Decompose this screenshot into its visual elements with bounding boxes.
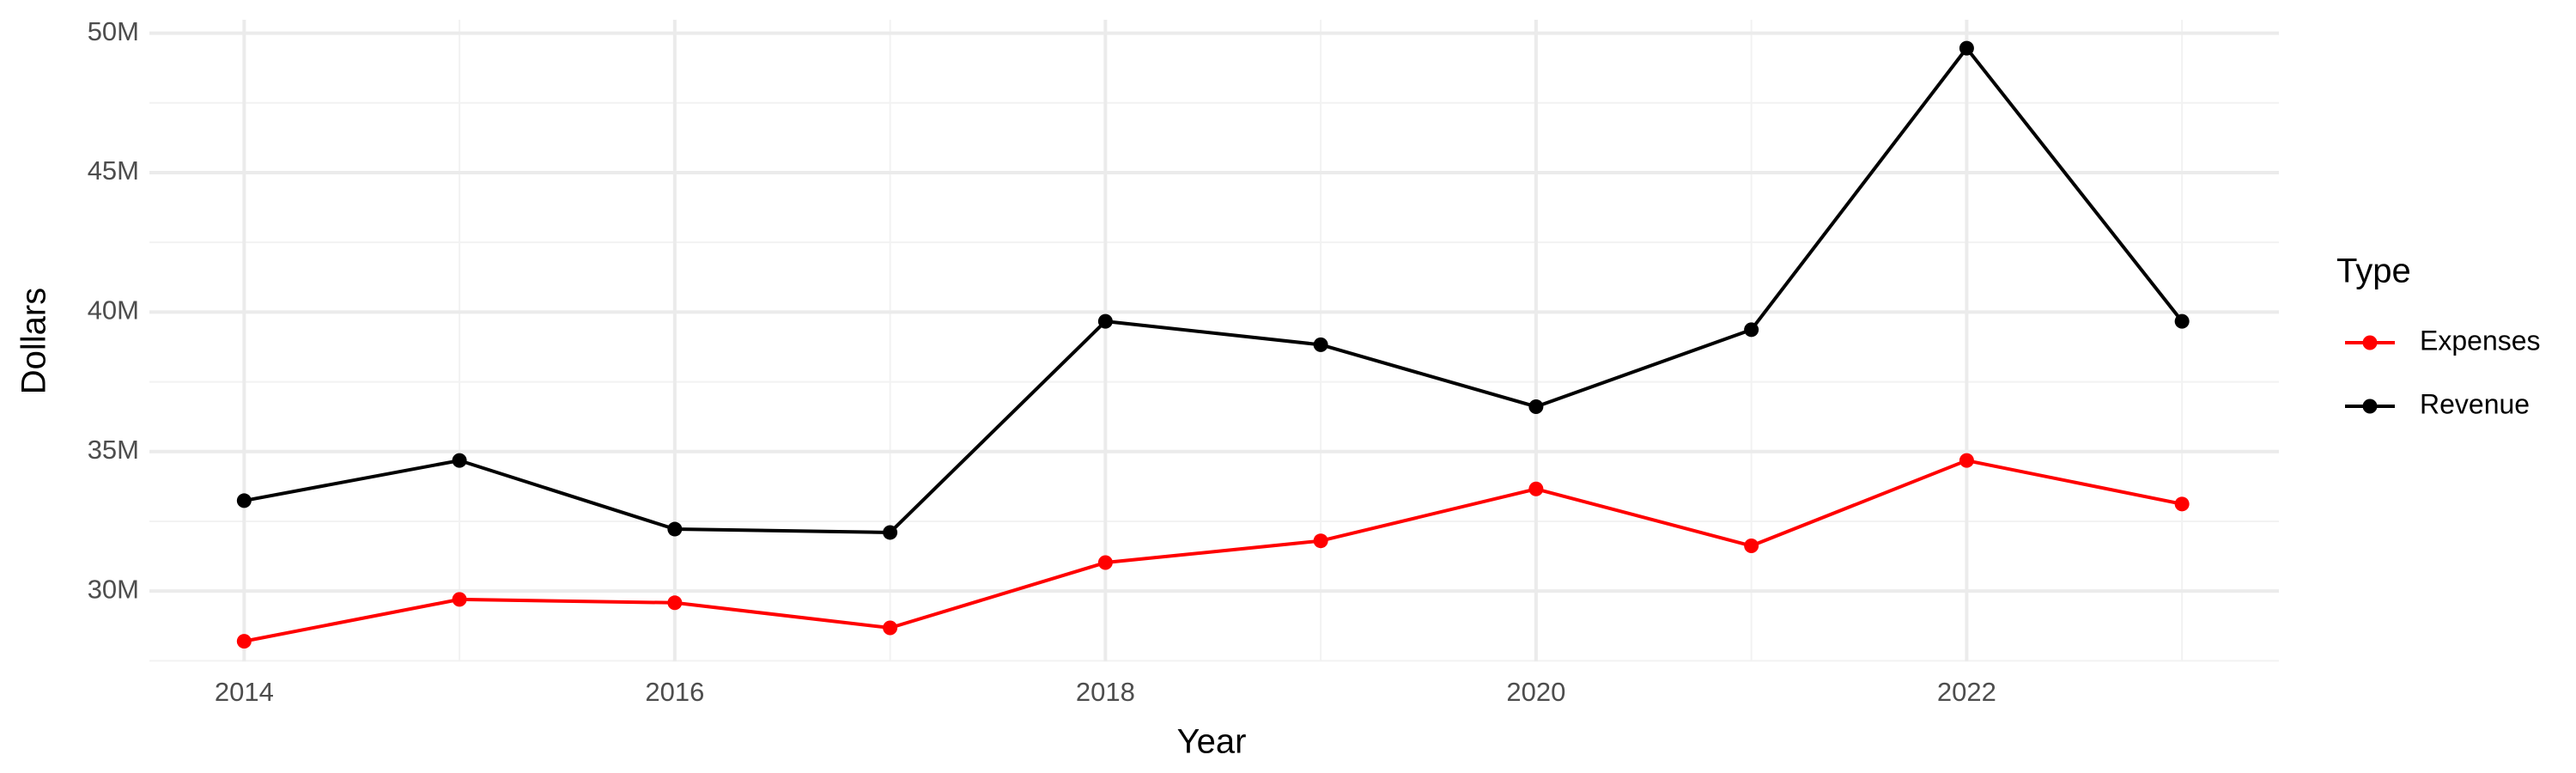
x-axis-title: Year xyxy=(1177,723,1247,761)
x-tick-label: 2014 xyxy=(215,677,274,707)
y-tick-label: 40M xyxy=(88,295,139,326)
x-tick-label: 2020 xyxy=(1506,677,1565,707)
legend-title: Type xyxy=(2336,253,2411,290)
data-point xyxy=(1097,555,1113,570)
legend-label: Expenses xyxy=(2420,325,2541,356)
data-point xyxy=(1959,40,1974,56)
data-point xyxy=(1313,337,1328,352)
data-point xyxy=(883,620,898,636)
data-point xyxy=(1097,313,1113,329)
series-line xyxy=(243,45,2184,534)
x-tick-label: 2022 xyxy=(1937,677,1996,707)
data-point xyxy=(667,521,683,537)
y-tick-label: 45M xyxy=(88,155,139,186)
data-point xyxy=(1528,481,1544,496)
data-point xyxy=(1528,399,1544,414)
data-point xyxy=(667,595,683,611)
series-line xyxy=(243,459,2183,643)
data-point xyxy=(2174,313,2190,329)
legend-point xyxy=(2362,335,2378,350)
y-axis-title: Dollars xyxy=(15,288,53,394)
data-point xyxy=(883,525,898,540)
x-tick-label: 2018 xyxy=(1076,677,1135,707)
y-tick-label: 50M xyxy=(88,16,139,46)
data-point xyxy=(1744,539,1759,554)
x-tick-label: 2016 xyxy=(645,677,704,707)
data-point xyxy=(2174,496,2190,512)
data-point xyxy=(236,634,252,649)
data-point xyxy=(452,453,467,468)
y-tick-label: 30M xyxy=(88,574,139,604)
legend-point xyxy=(2362,399,2378,414)
data-point xyxy=(1959,453,1974,468)
data-point xyxy=(1313,533,1328,549)
data-point xyxy=(1744,322,1759,338)
data-point xyxy=(236,493,252,508)
data-point xyxy=(452,592,467,607)
legend-label: Revenue xyxy=(2420,388,2530,419)
y-tick-label: 35M xyxy=(88,435,139,465)
grid xyxy=(149,20,2279,662)
